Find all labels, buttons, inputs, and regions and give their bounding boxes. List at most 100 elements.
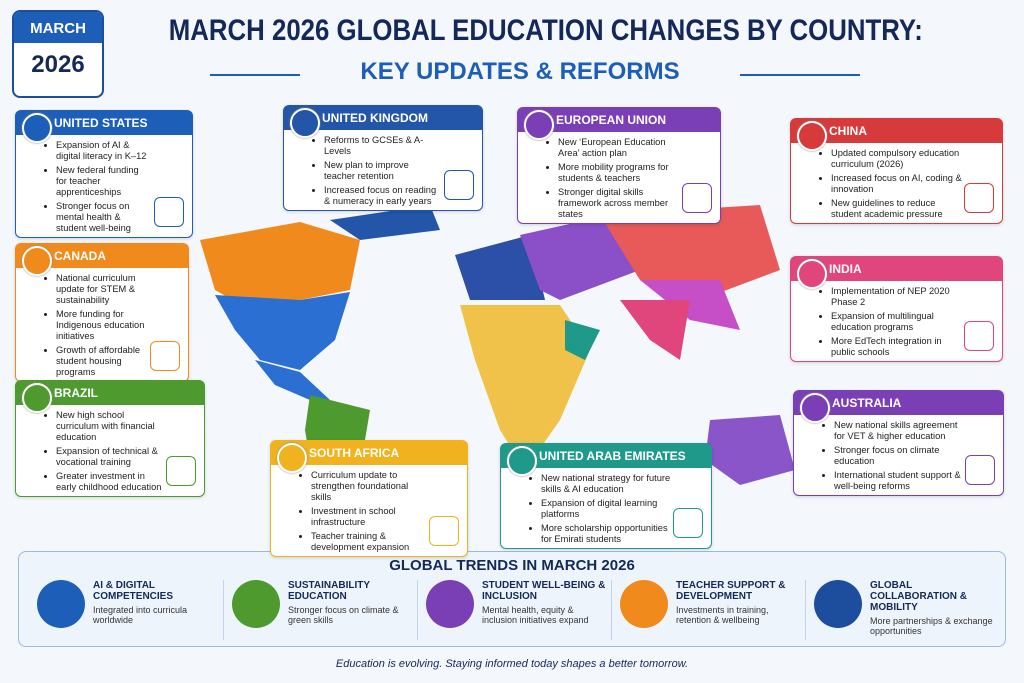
item: New guidelines to reduce student academi…	[831, 198, 962, 220]
item-list: New high school curriculum with financia…	[16, 410, 204, 493]
item: Stronger focus on mental health & studen…	[56, 201, 152, 234]
item-list: New ‘European Education Area’ action pla…	[518, 137, 720, 220]
item: More funding for Indigenous education in…	[56, 309, 148, 342]
item-list: New national strategy for future skills …	[501, 473, 711, 545]
item: Investment in school infrastructure	[311, 506, 427, 528]
card-header: BRAZIL	[16, 381, 204, 413]
item: Expansion of AI & digital literacy in K–…	[56, 140, 152, 162]
card-header: INDIA	[791, 257, 1002, 289]
card-header: SOUTH AFRICA	[271, 441, 467, 473]
item: Updated compulsory education curriculum …	[831, 148, 962, 170]
badge-month: MARCH	[14, 12, 102, 43]
item: Teacher training & development expansion	[311, 531, 427, 553]
country-card: CHINAUpdated compulsory education curric…	[790, 118, 1003, 224]
country-card: CANADANational curriculum update for STE…	[15, 243, 189, 382]
country-card: AUSTRALIANew national skills agreement f…	[793, 390, 1004, 496]
icon	[965, 455, 995, 485]
item-list: Implementation of NEP 2020 Phase 2 Expans…	[791, 286, 1002, 358]
item-list: Curriculum update to strengthen foundati…	[271, 470, 467, 553]
trend-icon	[814, 580, 862, 628]
trend-text: Investments in training, retention & wel…	[676, 605, 769, 625]
item: New national skills agreement for VET & …	[834, 420, 963, 442]
item: Reforms to GCSEs & A-Levels	[324, 135, 442, 157]
item: New plan to improve teacher retention	[324, 160, 442, 182]
item: Growth of affordable student housing pro…	[56, 345, 148, 378]
country-card: EUROPEAN UNIONNew ‘European Education Ar…	[517, 107, 721, 224]
item: Greater investment in early childhood ed…	[56, 471, 164, 493]
item-list: National curriculum update for STEM & su…	[16, 273, 188, 378]
trend-text: Mental health, equity & inclusion initia…	[482, 605, 589, 625]
item: New high school curriculum with financia…	[56, 410, 164, 443]
item: New national strategy for future skills …	[541, 473, 671, 495]
rule	[210, 74, 300, 76]
item: Stronger digital skills framework across…	[558, 187, 680, 220]
icon	[429, 516, 459, 546]
rule	[740, 74, 860, 76]
date-badge: MARCH 2026	[12, 10, 104, 98]
trend-item: TEACHER SUPPORT & DEVELOPMENT Investments…	[611, 580, 807, 640]
trend-icon	[37, 580, 85, 628]
flag	[22, 113, 52, 143]
item: International student support & well-bei…	[834, 470, 963, 492]
trend-title: STUDENT WELL-BEING & INCLUSION Mental hea…	[482, 580, 606, 625]
badge-year: 2026	[31, 51, 85, 78]
card-header: EUROPEAN UNION	[518, 108, 720, 140]
item: More mobility programs for students & te…	[558, 162, 680, 184]
item-list: Expansion of AI & digital literacy in K–…	[16, 140, 192, 234]
item: Increased focus on AI, coding & innovati…	[831, 173, 962, 195]
trend-item: STUDENT WELL-BEING & INCLUSION Mental hea…	[417, 580, 613, 640]
trends-panel: GLOBAL TRENDS IN MARCH 2026 AI & DIGITAL …	[18, 551, 1006, 647]
item: Expansion of digital learning platforms	[541, 498, 671, 520]
item: Stronger focus on climate education	[834, 445, 963, 467]
icon	[444, 170, 474, 200]
trend-item: AI & DIGITAL COMPETENCIES Integrated into…	[29, 580, 224, 640]
item: National curriculum update for STEM & su…	[56, 273, 148, 306]
country-card: UNITED KINGDOMReforms to GCSEs & A-Level…	[283, 105, 483, 211]
subtitle: KEY UPDATES & REFORMS	[360, 58, 680, 85]
icon	[682, 183, 712, 213]
item-list: New national skills agreement for VET & …	[794, 420, 1003, 492]
flag	[797, 259, 827, 289]
icon	[673, 508, 703, 538]
item: Expansion of multilingual education prog…	[831, 311, 962, 333]
card-header: CANADA	[16, 244, 188, 276]
country-card: SOUTH AFRICACurriculum update to strengt…	[270, 440, 468, 557]
icon	[150, 341, 180, 371]
trend-text: Stronger focus on climate & green skills	[288, 605, 399, 625]
card-header: AUSTRALIA	[794, 391, 1003, 423]
item: New ‘European Education Area’ action pla…	[558, 137, 680, 159]
item-list: Updated compulsory education curriculum …	[791, 148, 1002, 220]
card-header: UNITED ARAB EMIRATES	[501, 444, 711, 476]
trend-text: Integrated into curricula worldwide	[93, 605, 188, 625]
trend-icon	[232, 580, 280, 628]
trend-item: GLOBAL COLLABORATION & MOBILITY More part…	[805, 580, 1001, 640]
trend-title: TEACHER SUPPORT & DEVELOPMENT Investments…	[676, 580, 801, 625]
flag	[797, 121, 827, 151]
trend-title: SUSTAINABILITY EDUCATION Stronger focus o…	[288, 580, 413, 625]
trend-icon	[426, 580, 474, 628]
footer: Education is evolving. Staying informed …	[335, 658, 689, 670]
trend-title: GLOBAL COLLABORATION & MOBILITY More part…	[870, 580, 995, 636]
trend-icon	[620, 580, 668, 628]
item: Curriculum update to strengthen foundati…	[311, 470, 427, 503]
flag	[524, 110, 554, 140]
item: New federal funding for teacher apprenti…	[56, 165, 152, 198]
country-card: UNITED STATESExpansion of AI & digital l…	[15, 110, 193, 238]
icon	[166, 456, 196, 486]
item: More scholarship opportunities for Emira…	[541, 523, 671, 545]
item: Implementation of NEP 2020 Phase 2	[831, 286, 962, 308]
trends-title: GLOBAL TRENDS IN MARCH 2026	[389, 557, 635, 574]
trend-title: AI & DIGITAL COMPETENCIES Integrated into…	[93, 580, 218, 625]
icon	[964, 321, 994, 351]
item: Increased focus on reading & numeracy in…	[324, 185, 442, 207]
item: Expansion of technical & vocational trai…	[56, 446, 164, 468]
trend-item: SUSTAINABILITY EDUCATION Stronger focus o…	[223, 580, 419, 640]
flag	[277, 443, 307, 473]
card-header: UNITED KINGDOM	[284, 106, 482, 138]
item: More EdTech integration in public school…	[831, 336, 962, 358]
trend-text: More partnerships & exchange opportuniti…	[870, 616, 993, 636]
card-header: UNITED STATES	[16, 111, 192, 143]
card-header: CHINA	[791, 119, 1002, 151]
country-card: UNITED ARAB EMIRATESNew national strateg…	[500, 443, 712, 549]
